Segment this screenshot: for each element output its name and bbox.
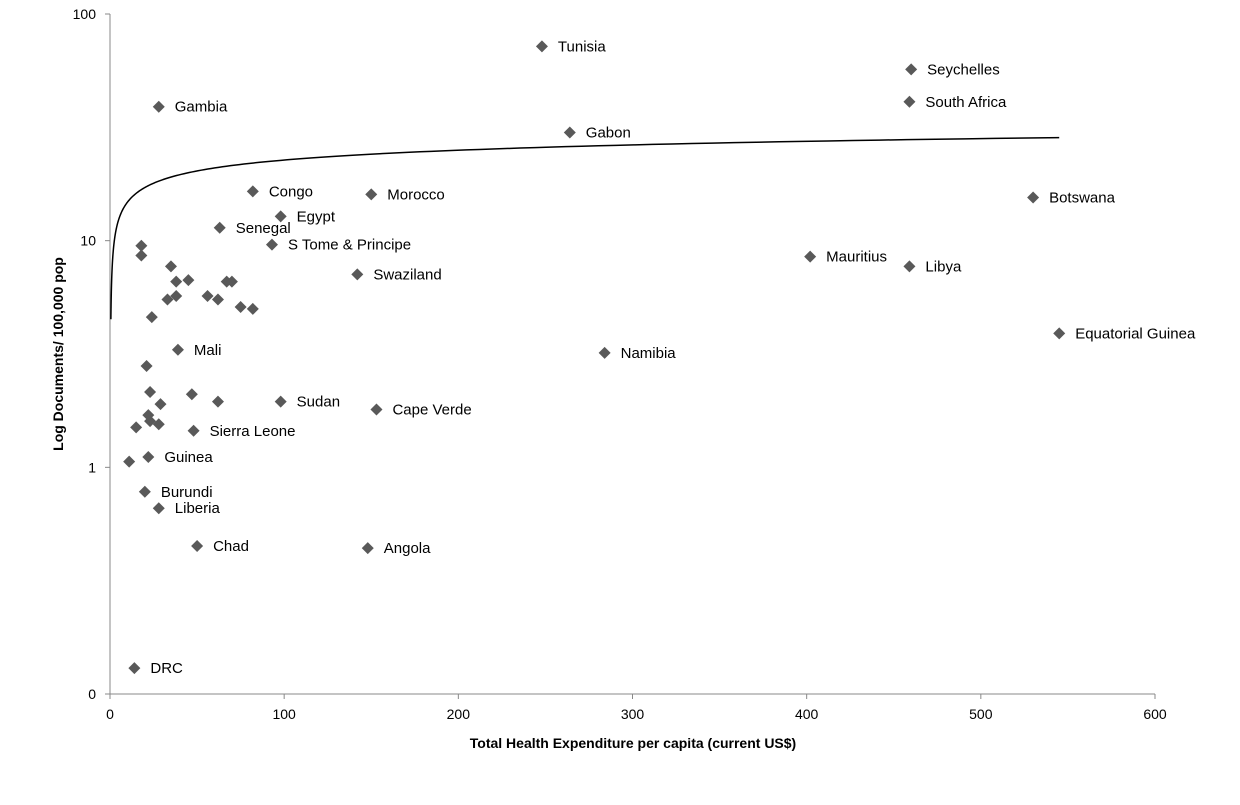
data-label: Sudan — [297, 394, 340, 411]
data-label: Mali — [194, 342, 222, 359]
data-point — [903, 260, 916, 273]
data-point — [225, 275, 238, 288]
axis-ticks: 0 100 200 300 400 500 600 0 1 10 100 — [73, 6, 1167, 722]
data-label: Gabon — [586, 125, 631, 142]
data-point — [187, 424, 200, 437]
data-points — [123, 40, 1066, 675]
data-point — [164, 260, 177, 273]
data-label: Cape Verde — [392, 401, 471, 418]
data-label: Botswana — [1049, 190, 1116, 207]
data-point — [201, 290, 214, 303]
data-label: Burundi — [161, 484, 213, 501]
data-point — [154, 398, 167, 411]
data-point — [804, 250, 817, 263]
data-point — [182, 274, 195, 287]
data-point — [130, 421, 143, 434]
data-point — [370, 403, 383, 416]
data-point — [142, 451, 155, 464]
x-tick-label: 500 — [969, 706, 993, 722]
data-point — [365, 188, 378, 201]
data-label: Liberia — [175, 500, 221, 517]
data-point — [191, 539, 204, 552]
data-label: Chad — [213, 538, 249, 555]
data-point — [265, 238, 278, 251]
data-point — [185, 388, 198, 401]
data-point — [171, 343, 184, 356]
x-tick-label: 0 — [106, 706, 114, 722]
data-label: Swaziland — [373, 266, 441, 283]
data-label: Sierra Leone — [210, 423, 296, 440]
data-label: Angola — [384, 540, 431, 557]
x-tick-label: 400 — [795, 706, 819, 722]
y-tick-label: 0 — [88, 686, 96, 702]
data-point — [161, 293, 174, 306]
data-label: South Africa — [925, 94, 1007, 111]
data-point — [170, 275, 183, 288]
data-point — [145, 311, 158, 324]
data-point — [351, 268, 364, 281]
data-point — [152, 100, 165, 113]
data-point — [535, 40, 548, 53]
data-point — [903, 95, 916, 108]
data-point — [1053, 327, 1066, 340]
data-point — [128, 662, 141, 675]
y-tick-label: 1 — [88, 459, 96, 475]
data-label: Seychelles — [927, 61, 1000, 78]
data-point — [170, 290, 183, 303]
x-tick-label: 600 — [1143, 706, 1167, 722]
data-label: DRC — [150, 660, 183, 677]
data-label: Morocco — [387, 186, 445, 203]
trendline — [110, 136, 1060, 320]
data-point — [213, 221, 226, 234]
x-tick-label: 100 — [272, 706, 296, 722]
data-label: Equatorial Guinea — [1075, 325, 1196, 342]
data-point — [144, 385, 157, 398]
data-label: Gambia — [175, 99, 228, 116]
y-tick-label: 10 — [80, 233, 96, 249]
data-label: S Tome & Principe — [288, 237, 411, 254]
x-tick-label: 200 — [447, 706, 471, 722]
data-point — [246, 185, 259, 198]
data-point — [563, 126, 576, 139]
data-point — [211, 293, 224, 306]
y-tick-label: 100 — [73, 6, 97, 22]
data-point — [598, 346, 611, 359]
data-point — [1027, 191, 1040, 204]
y-axis-title: Log Documents/ 100,000 pop — [50, 257, 66, 451]
data-label: Tunisia — [558, 38, 606, 55]
data-point — [123, 455, 136, 468]
data-point — [274, 210, 287, 223]
data-label: Namibia — [621, 345, 677, 362]
data-label: Congo — [269, 183, 313, 200]
data-point — [246, 302, 259, 315]
data-label: Egypt — [297, 208, 336, 225]
data-label: Guinea — [164, 449, 213, 466]
data-point — [234, 300, 247, 313]
data-point — [152, 418, 165, 431]
data-point — [138, 485, 151, 498]
data-point — [211, 395, 224, 408]
data-labels: Tunisia Seychelles South Africa Gambia Gabon… — [150, 38, 1196, 677]
data-label: Senegal — [236, 220, 291, 237]
data-point — [361, 542, 374, 555]
data-label: Libya — [925, 258, 962, 275]
data-point — [905, 63, 918, 76]
data-label: Mauritius — [826, 249, 887, 266]
data-point — [135, 239, 148, 252]
data-point — [135, 249, 148, 262]
x-axis-title: Total Health Expenditure per capita (cur… — [470, 735, 796, 751]
data-point — [140, 359, 153, 372]
x-tick-label: 300 — [621, 706, 645, 722]
data-point — [274, 395, 287, 408]
data-point — [152, 502, 165, 515]
